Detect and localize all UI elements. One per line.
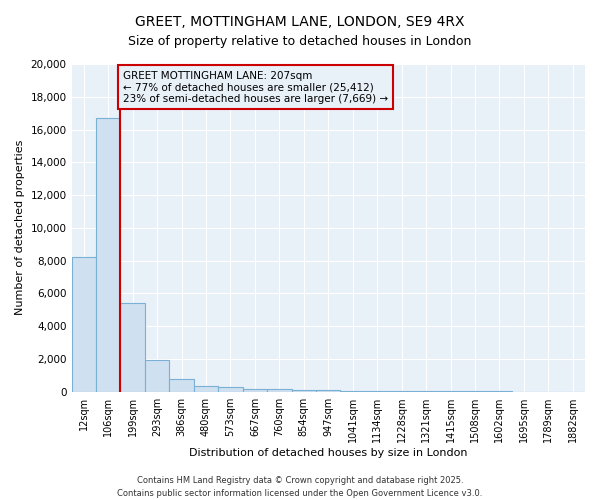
Text: Size of property relative to detached houses in London: Size of property relative to detached ho… <box>128 35 472 48</box>
Bar <box>169 380 194 392</box>
Bar <box>292 390 316 392</box>
Bar <box>242 389 267 392</box>
Bar <box>145 360 169 392</box>
Bar <box>365 391 389 392</box>
Text: GREET, MOTTINGHAM LANE, LONDON, SE9 4RX: GREET, MOTTINGHAM LANE, LONDON, SE9 4RX <box>135 15 465 29</box>
Text: Contains HM Land Registry data © Crown copyright and database right 2025.
Contai: Contains HM Land Registry data © Crown c… <box>118 476 482 498</box>
Bar <box>267 389 292 392</box>
Bar <box>121 303 145 392</box>
Bar <box>218 388 242 392</box>
Text: GREET MOTTINGHAM LANE: 207sqm
← 77% of detached houses are smaller (25,412)
23% : GREET MOTTINGHAM LANE: 207sqm ← 77% of d… <box>123 70 388 104</box>
Bar <box>316 390 340 392</box>
X-axis label: Distribution of detached houses by size in London: Distribution of detached houses by size … <box>189 448 467 458</box>
Bar <box>71 258 96 392</box>
Y-axis label: Number of detached properties: Number of detached properties <box>15 140 25 316</box>
Bar <box>194 386 218 392</box>
Bar <box>96 118 121 392</box>
Bar <box>340 390 365 392</box>
